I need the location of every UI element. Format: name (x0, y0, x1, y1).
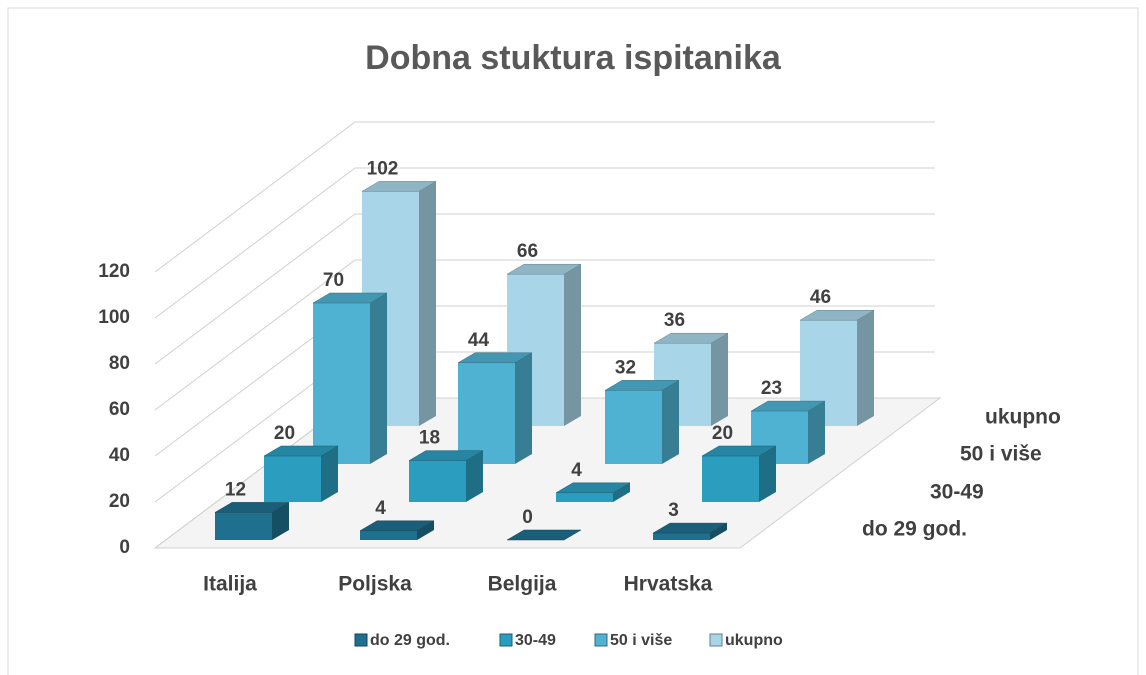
bar-side (466, 450, 483, 502)
bar-top (506, 263, 582, 275)
bar-top (457, 352, 533, 364)
bar (652, 522, 728, 540)
bar-front (264, 456, 321, 502)
bar-front (360, 530, 417, 540)
data-label: 4 (571, 460, 582, 481)
bar-side (564, 264, 581, 426)
y-tick-label: 80 (109, 353, 130, 374)
bar-top (652, 522, 728, 534)
bar (214, 502, 290, 540)
data-label: 36 (664, 310, 685, 331)
legend-swatch (499, 633, 513, 647)
grid-line (154, 167, 935, 319)
grid-line (154, 121, 935, 273)
bar (604, 380, 680, 464)
bar-top (408, 450, 484, 461)
x-tick-label: Italija (203, 573, 257, 596)
bar-top (799, 309, 875, 321)
chart-title: Dobna stuktura ispitanika (365, 39, 782, 77)
bar (555, 482, 631, 502)
bar-side (613, 482, 630, 502)
bar-side (272, 502, 289, 540)
bar-side (419, 181, 436, 426)
data-label: 3 (668, 500, 679, 521)
bar-side (662, 380, 679, 464)
bar-top (701, 445, 777, 457)
bar-side (759, 446, 776, 502)
bar-side (857, 310, 874, 426)
depth-label: do 29 god. (862, 518, 967, 541)
bar-top (361, 181, 437, 192)
y-tick-label: 40 (109, 445, 130, 466)
bar (506, 263, 582, 426)
bar-side (808, 401, 825, 464)
bar-top (750, 400, 826, 412)
bar (312, 292, 388, 464)
bar-top (312, 292, 388, 304)
legend-label: 30-49 (515, 632, 556, 649)
y-tick-label: 20 (109, 491, 130, 512)
data-label: 44 (468, 330, 490, 351)
data-label: 20 (712, 423, 733, 444)
y-tick-label: 0 (119, 537, 130, 558)
x-tick-label: Belgija (488, 573, 557, 596)
legend-label: do 29 god. (370, 632, 450, 649)
legend-swatch (594, 633, 608, 647)
bar-top (506, 529, 582, 541)
bar-top (555, 482, 631, 494)
y-tick-label: 60 (109, 399, 130, 420)
bar (457, 352, 533, 464)
data-label: 18 (419, 428, 440, 449)
data-label: 32 (615, 357, 636, 378)
bar-top (653, 332, 729, 344)
data-label: 23 (761, 378, 782, 399)
data-label: 102 (367, 158, 399, 179)
legend-swatch (709, 633, 723, 647)
bar-side (710, 523, 727, 540)
data-label: 70 (323, 270, 344, 291)
bar (359, 520, 435, 540)
grid-line (154, 213, 935, 365)
bar-top (359, 520, 435, 532)
bar-side (370, 293, 387, 464)
bar-front (653, 533, 710, 540)
legend-label: ukupno (725, 632, 783, 649)
legend-label: 50 i više (610, 632, 672, 649)
bar-front (458, 362, 515, 464)
bar-front (313, 303, 370, 464)
data-label: 66 (517, 241, 538, 262)
bar (263, 445, 339, 502)
data-label: 0 (522, 507, 533, 528)
bar-top (604, 380, 680, 391)
bar-side (321, 446, 338, 502)
bar (701, 445, 777, 502)
data-label: 4 (375, 498, 386, 519)
bar-front (605, 390, 662, 464)
legend-swatch (354, 633, 368, 647)
data-label: 46 (810, 287, 831, 308)
bar-side (417, 520, 434, 540)
bar-front (409, 460, 466, 502)
bar-side (515, 352, 532, 464)
y-tick-label: 100 (98, 307, 130, 328)
data-label: 12 (225, 479, 246, 500)
bar (506, 529, 582, 541)
bar (408, 450, 484, 502)
data-label: 20 (274, 423, 295, 444)
bar-front (702, 456, 759, 502)
bar-front (556, 492, 613, 502)
bar-side (711, 333, 728, 426)
depth-label: ukupno (985, 406, 1061, 429)
bar-top (263, 445, 339, 457)
x-tick-label: Poljska (338, 573, 412, 596)
x-tick-label: Hrvatska (624, 573, 713, 596)
y-tick-label: 120 (98, 261, 130, 282)
bar-front (215, 512, 272, 540)
grid-line (154, 259, 935, 411)
bar-top (214, 502, 290, 513)
depth-label: 50 i više (960, 443, 1042, 466)
depth-label: 30-49 (930, 481, 984, 504)
